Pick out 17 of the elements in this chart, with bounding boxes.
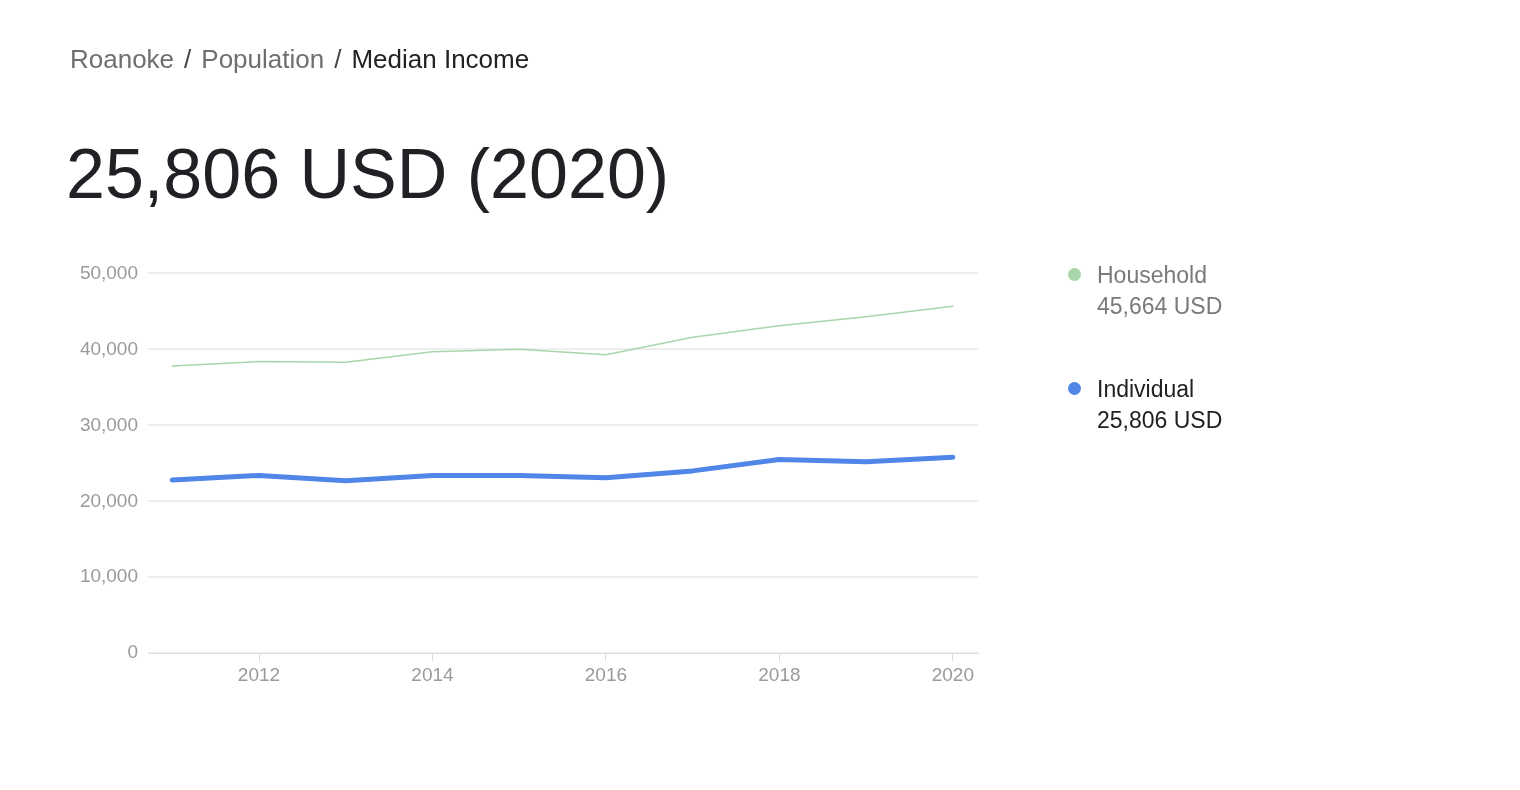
chart-subtitle: 25,806 USD (2020) bbox=[66, 134, 670, 214]
y-tick-label: 0 bbox=[127, 641, 138, 663]
y-tick-label: 40,000 bbox=[79, 337, 138, 359]
x-tick-label: 2014 bbox=[411, 663, 455, 685]
x-tick-label: 2016 bbox=[584, 663, 628, 685]
legend-label: Household bbox=[1097, 261, 1208, 290]
text: 25,806 USD bbox=[1097, 406, 1223, 435]
x-tick-label: 2020 bbox=[931, 663, 974, 685]
chart-title: Roanoke / Population / Median Income bbox=[70, 44, 530, 74]
x-tick-label: 2018 bbox=[758, 663, 801, 685]
x-tick-label: 2012 bbox=[237, 663, 281, 685]
y-tick-label: 20,000 bbox=[79, 489, 138, 511]
legend-label: Individual bbox=[1097, 375, 1196, 404]
y-tick-label: 50,000 bbox=[79, 261, 138, 283]
text: 45,664 USD bbox=[1097, 292, 1223, 321]
y-tick-label: 30,000 bbox=[79, 413, 138, 435]
y-tick-label: 10,000 bbox=[79, 565, 138, 587]
